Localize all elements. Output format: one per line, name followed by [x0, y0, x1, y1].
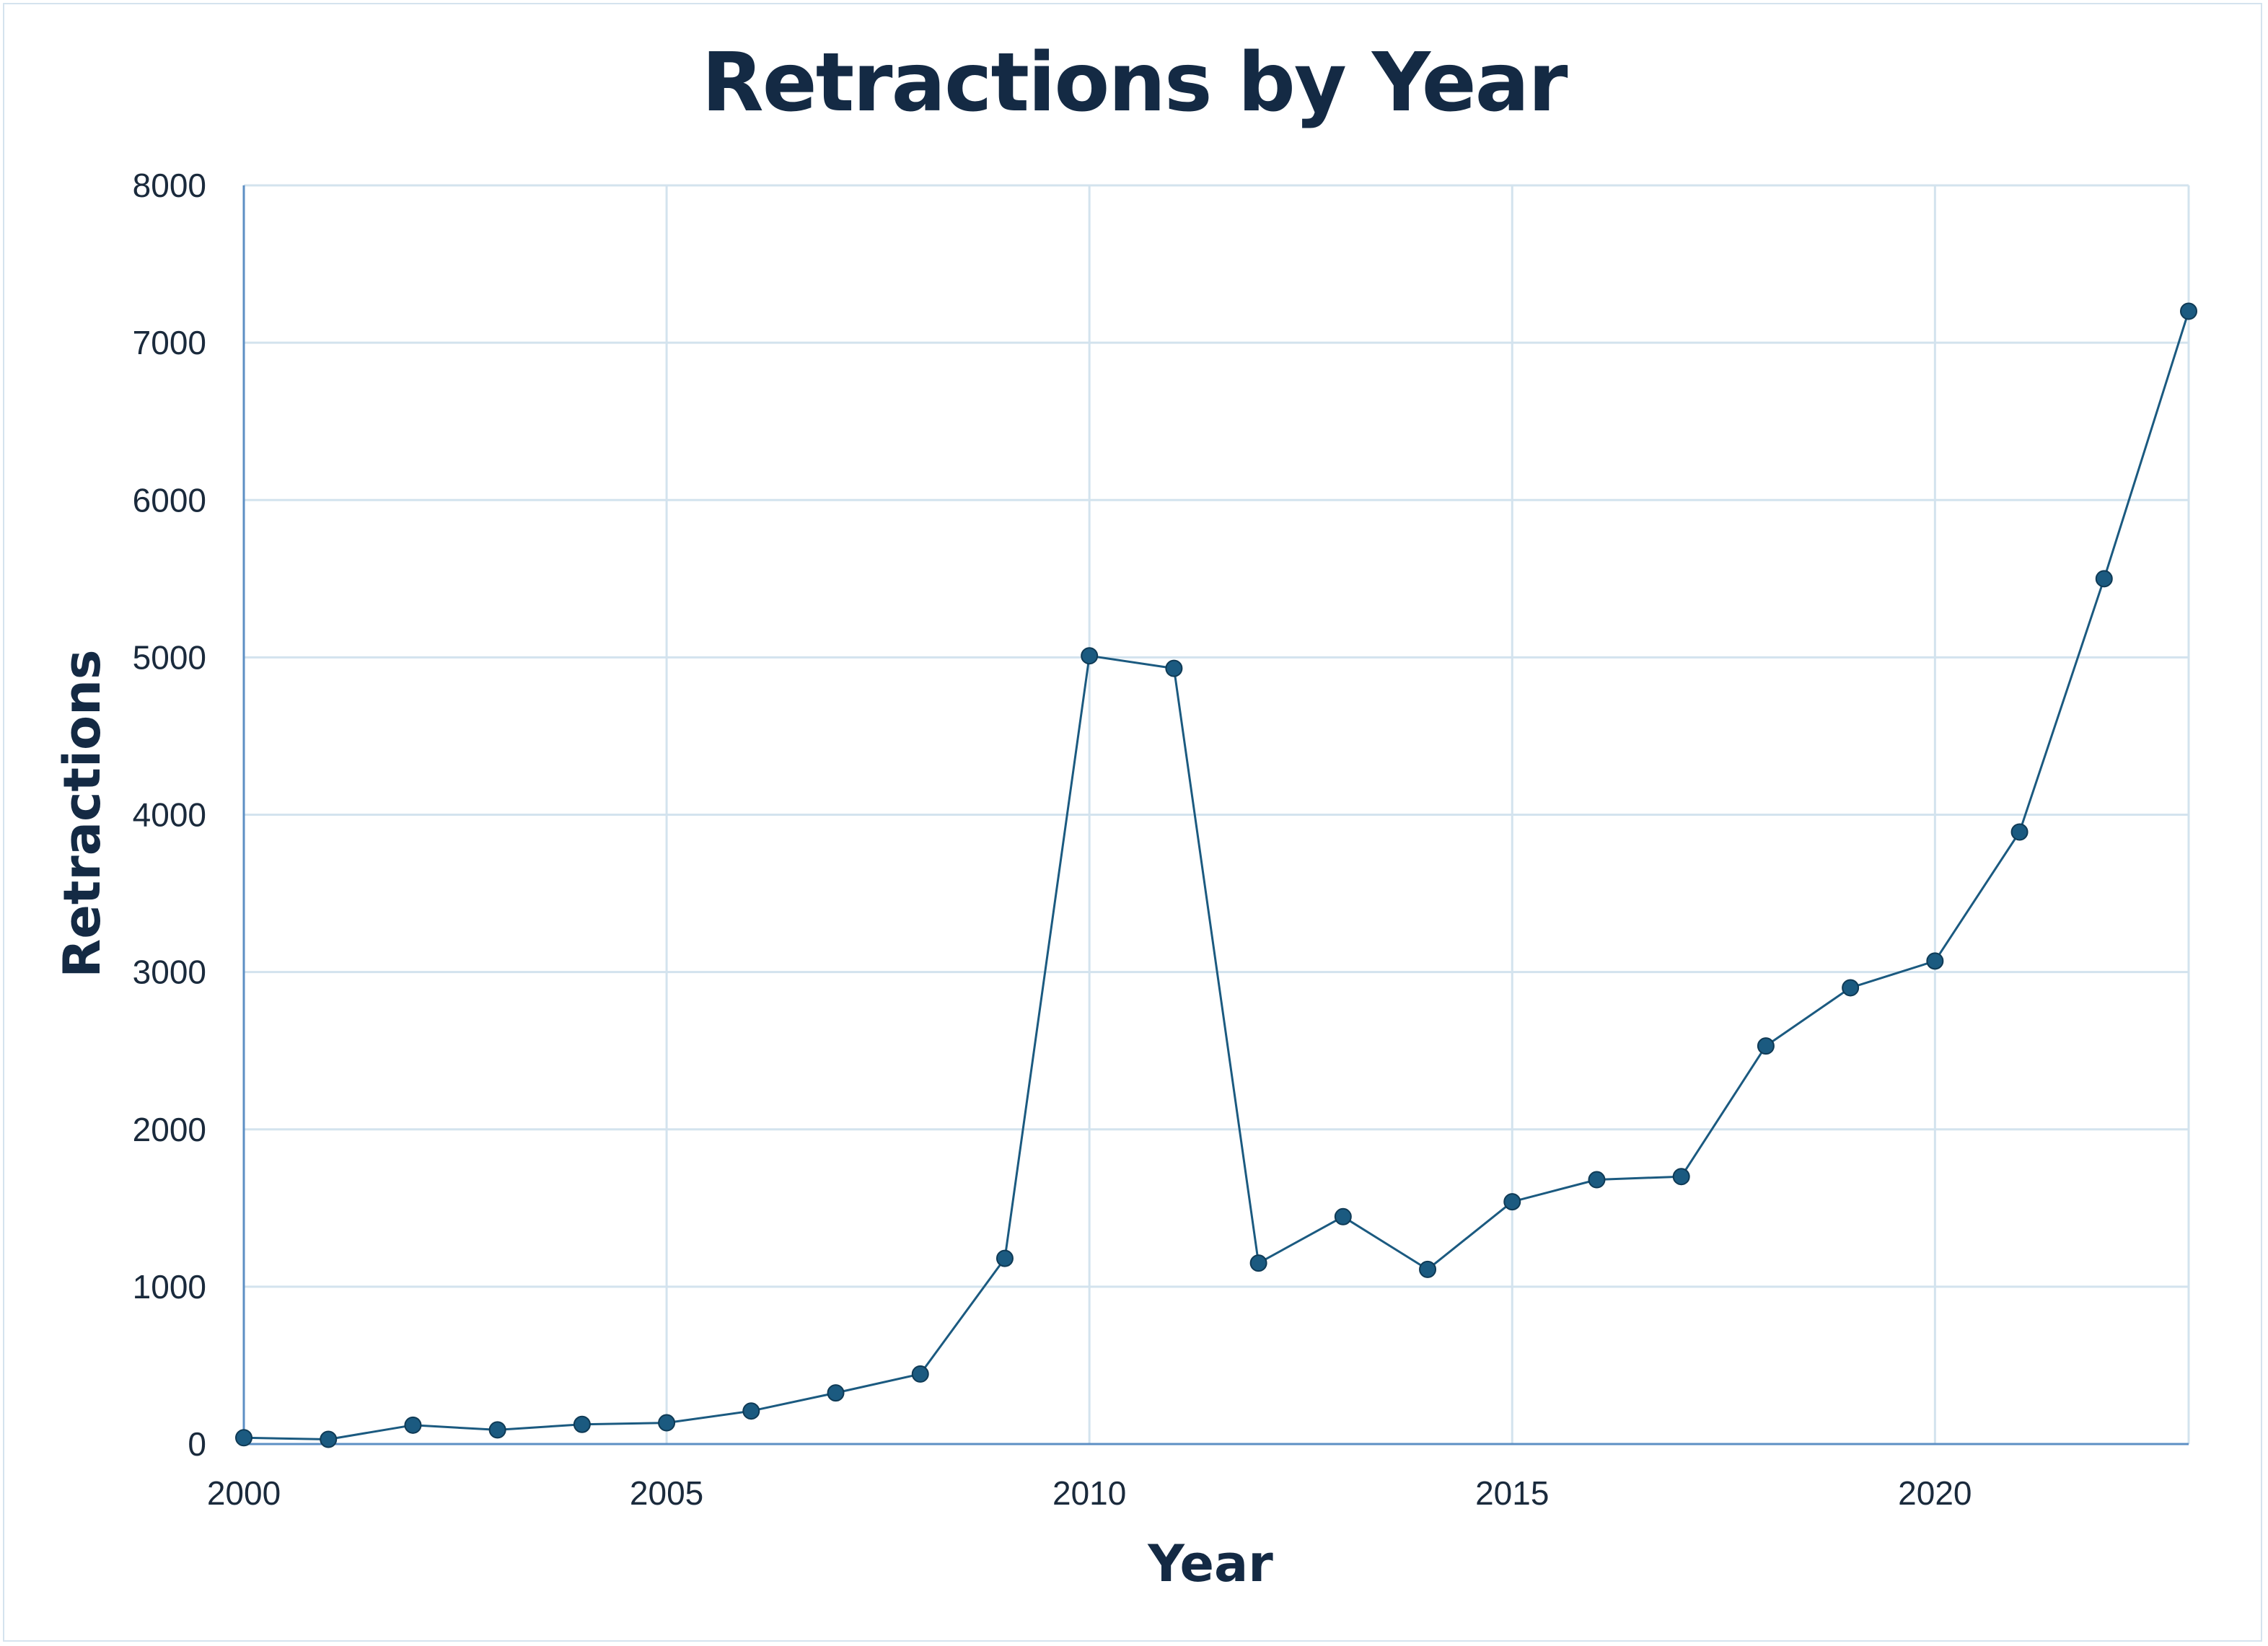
y-tick-label-2000: 2000 — [133, 1111, 206, 1148]
data-point-2001 — [320, 1430, 338, 1448]
x-tick-label-2015: 2015 — [1475, 1474, 1549, 1512]
axes — [242, 185, 2189, 1445]
data-point-2016 — [1588, 1171, 1606, 1189]
data-point-2022 — [2095, 570, 2113, 588]
y-tick-label-8000: 8000 — [133, 167, 206, 204]
data-point-2003 — [488, 1421, 506, 1439]
tick-labels: 0 1000 2000 3000 4000 5000 6000 7000 8000 2000 200… — [133, 167, 1972, 1512]
data-point-2011 — [1165, 659, 1183, 677]
data-point-2019 — [1842, 979, 1860, 997]
data-point-2010 — [1081, 647, 1099, 665]
data-point-2009 — [995, 1249, 1014, 1267]
data-point-2006 — [742, 1402, 760, 1420]
x-axis-title: Year — [1147, 1534, 1273, 1593]
data-point-2020 — [1926, 952, 1944, 970]
grid-lines — [244, 184, 2190, 1444]
data-point-2018 — [1757, 1037, 1775, 1055]
data-point-2013 — [1334, 1207, 1352, 1225]
data-point-2017 — [1672, 1168, 1690, 1186]
chart-frame — [3, 3, 2262, 1642]
x-tick-label-2020: 2020 — [1898, 1474, 1972, 1512]
data-point-2023 — [2180, 302, 2197, 320]
series-line-0 — [243, 311, 2190, 1440]
data-point-2008 — [911, 1365, 929, 1383]
x-tick-label-2000: 2000 — [207, 1474, 281, 1512]
y-tick-label-5000: 5000 — [133, 638, 206, 676]
data-point-2015 — [1503, 1193, 1521, 1211]
y-tick-label-1000: 1000 — [133, 1268, 206, 1306]
data-point-2021 — [2010, 823, 2029, 841]
data-point-2012 — [1249, 1254, 1267, 1272]
y-tick-label-3000: 3000 — [133, 954, 206, 991]
y-tick-label-4000: 4000 — [133, 796, 206, 834]
data-point-2007 — [827, 1384, 845, 1402]
data-point-2002 — [404, 1416, 422, 1434]
y-tick-label-6000: 6000 — [133, 481, 206, 519]
x-tick-label-2005: 2005 — [630, 1474, 703, 1512]
x-tick-label-2010: 2010 — [1052, 1474, 1126, 1512]
series-layer — [235, 302, 2197, 1448]
data-point-2004 — [573, 1415, 591, 1433]
chart-title: Retractions by Year — [701, 36, 1568, 130]
data-point-2000 — [235, 1429, 252, 1447]
y-tick-label-7000: 7000 — [133, 324, 206, 361]
y-axis-title: Retractions — [53, 649, 112, 977]
y-tick-label-0: 0 — [188, 1425, 206, 1463]
data-point-2014 — [1419, 1260, 1437, 1278]
data-point-2005 — [658, 1414, 676, 1432]
